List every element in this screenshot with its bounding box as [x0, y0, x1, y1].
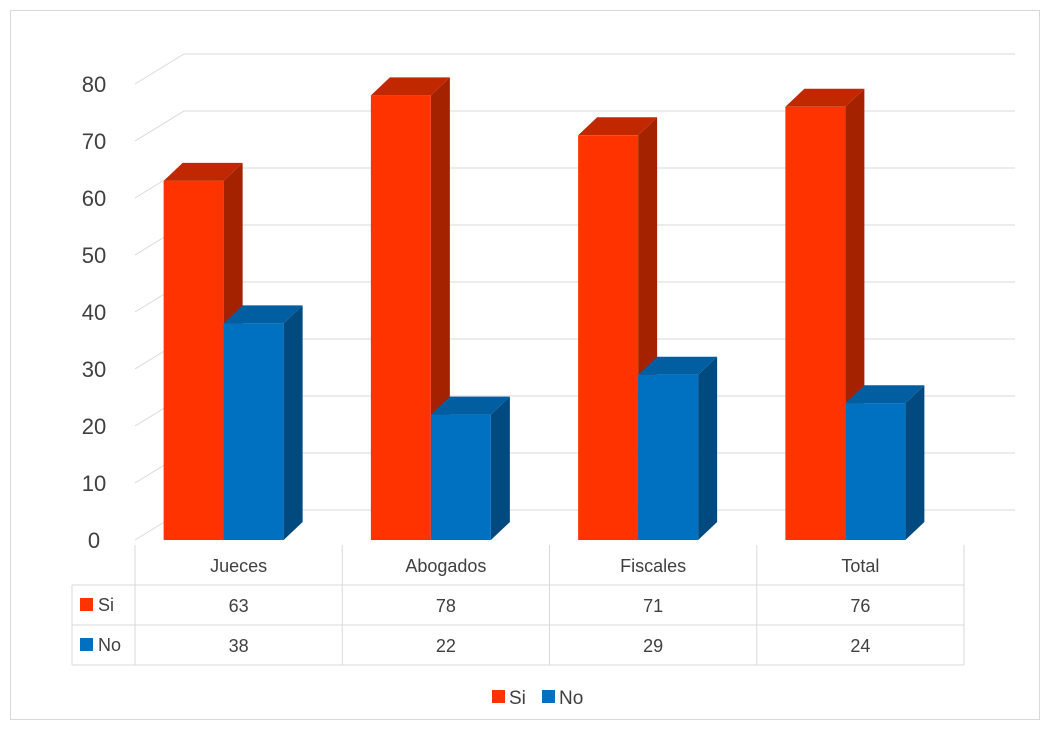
- gridline-diagonal: [134, 53, 185, 85]
- bar-front-face: [223, 323, 284, 540]
- table-legend-key: [80, 598, 93, 611]
- bar-front-face: [785, 106, 846, 541]
- legend-swatch: [542, 690, 555, 703]
- data-label: 76: [850, 596, 870, 616]
- bar-no-abogados: [430, 396, 510, 540]
- bar-top-face: [638, 356, 718, 375]
- bar-top-face: [223, 305, 303, 324]
- legend-label: No: [559, 688, 583, 709]
- y-tick-label: 80: [82, 72, 106, 97]
- bar-no-fiscales: [638, 356, 718, 540]
- table-row-label: No: [98, 635, 121, 655]
- data-label: 63: [229, 596, 249, 616]
- bar-side-face: [905, 385, 925, 540]
- y-tick-label: 30: [82, 357, 106, 382]
- data-table: Jueces Abogados Fiscales Total Si 63 78 71 76 No 3…: [71, 545, 965, 666]
- y-tick-label: 60: [82, 186, 106, 211]
- bar-no-jueces: [223, 305, 303, 540]
- bar-top-face: [163, 162, 243, 181]
- x-tick-label: Abogados: [405, 556, 486, 576]
- bar-si-jueces: [163, 162, 243, 540]
- bar-top-face: [430, 396, 510, 415]
- bar-front-face: [578, 135, 639, 541]
- bars-group: [163, 77, 925, 541]
- data-label: 22: [436, 636, 456, 656]
- table-legend-key: [80, 638, 93, 651]
- data-label: 24: [850, 636, 870, 656]
- data-label: 71: [643, 596, 663, 616]
- bar-front-face: [163, 180, 224, 540]
- bar-front-face: [845, 403, 906, 540]
- bar-side-face: [283, 305, 303, 540]
- bar-top-face: [370, 77, 450, 96]
- table-row-label: Si: [98, 595, 114, 615]
- data-label: 29: [643, 636, 663, 656]
- bar-side-face: [490, 396, 510, 540]
- bar-top-face: [578, 117, 658, 136]
- bar-top-face: [785, 88, 865, 107]
- bar-si-abogados: [370, 77, 450, 541]
- bar-front-face: [638, 374, 699, 540]
- x-tick-label: Jueces: [210, 556, 267, 576]
- gridline-diagonal: [134, 110, 185, 142]
- bar-no-total: [845, 385, 925, 540]
- bar-front-face: [370, 95, 431, 541]
- bar-side-face: [698, 356, 718, 540]
- y-tick-label: 0: [88, 528, 100, 553]
- legend: Si No: [492, 688, 583, 709]
- bar-front-face: [430, 414, 491, 540]
- data-label: 38: [229, 636, 249, 656]
- y-tick-label: 40: [82, 300, 106, 325]
- x-tick-label: Total: [841, 556, 879, 576]
- bar-top-face: [845, 385, 925, 404]
- legend-label: Si: [509, 688, 526, 709]
- y-tick-label: 50: [82, 243, 106, 268]
- y-tick-label: 10: [82, 471, 106, 496]
- legend-swatch: [492, 690, 505, 703]
- y-tick-label: 20: [82, 414, 106, 439]
- y-tick-label: 70: [82, 129, 106, 154]
- data-label: 78: [436, 596, 456, 616]
- x-tick-label: Fiscales: [620, 556, 686, 576]
